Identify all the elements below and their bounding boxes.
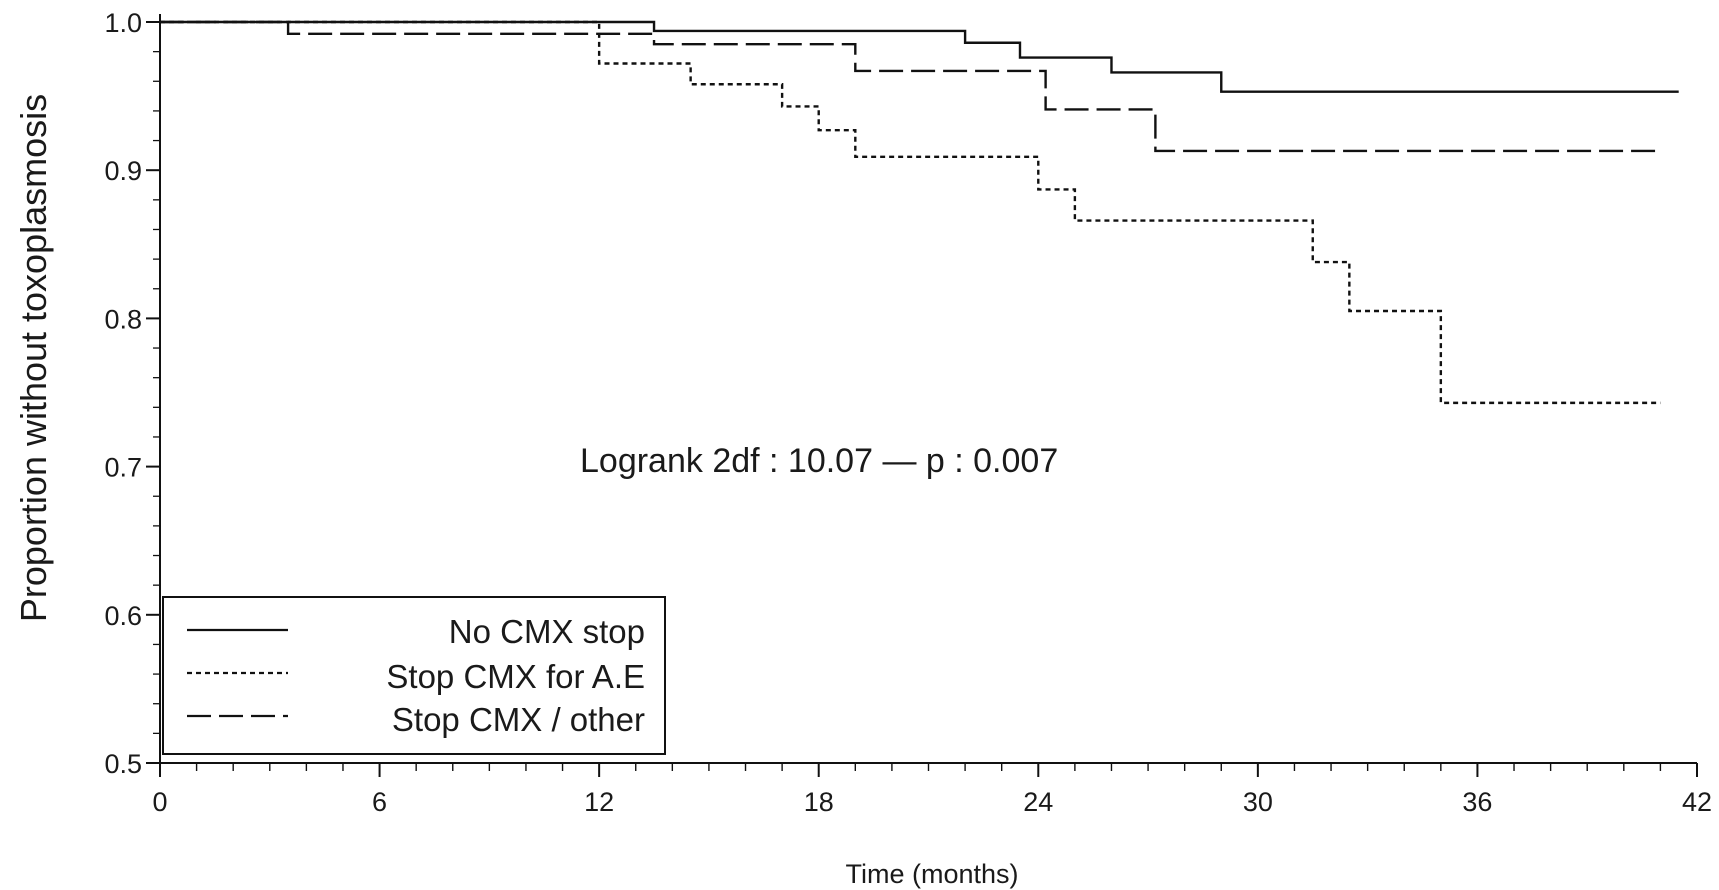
x-tick-label: 30 [1243, 787, 1273, 817]
y-tick-label: 1.0 [104, 8, 142, 38]
axes: 0 6 12 18 24 30 36 42 0.5 0.6 0.7 0.8 0.9 1.0 [104, 8, 1712, 817]
series-line-no-cmx-stop [160, 20, 1679, 93]
legend-label-stop-cmx-other: Stop CMX / other [392, 701, 645, 738]
legend-label-stop-cmx-ae: Stop CMX for A.E [386, 658, 645, 695]
x-tick-label: 24 [1023, 787, 1053, 817]
legend: No CMX stop Stop CMX for A.E Stop CMX / … [162, 596, 666, 755]
y-tick-label: 0.6 [104, 601, 142, 631]
legend-box [162, 596, 666, 755]
x-tick-label: 36 [1462, 787, 1492, 817]
y-axis-title: Proportion without toxoplasmosis [13, 94, 54, 622]
series-lines [160, 20, 1679, 405]
x-tick-label: 6 [372, 787, 387, 817]
y-tick-label: 0.8 [104, 304, 142, 334]
x-tick-label: 42 [1682, 787, 1712, 817]
x-tick-label: 0 [152, 787, 167, 817]
legend-label-no-cmx-stop: No CMX stop [449, 613, 645, 650]
y-tick-label: 0.5 [104, 749, 142, 779]
logrank-annotation: Logrank 2df : 10.07 — p : 0.007 [580, 442, 1058, 480]
series-line-stop-cmx-other [160, 20, 1661, 153]
x-tick-label: 18 [804, 787, 834, 817]
series-line-stop-cmx-for-a-e [160, 20, 1661, 405]
y-tick-label: 0.9 [104, 156, 142, 186]
x-tick-label: 12 [584, 787, 614, 817]
x-axis-title: Time (months) [845, 859, 1018, 889]
y-tick-label: 0.7 [104, 453, 142, 483]
